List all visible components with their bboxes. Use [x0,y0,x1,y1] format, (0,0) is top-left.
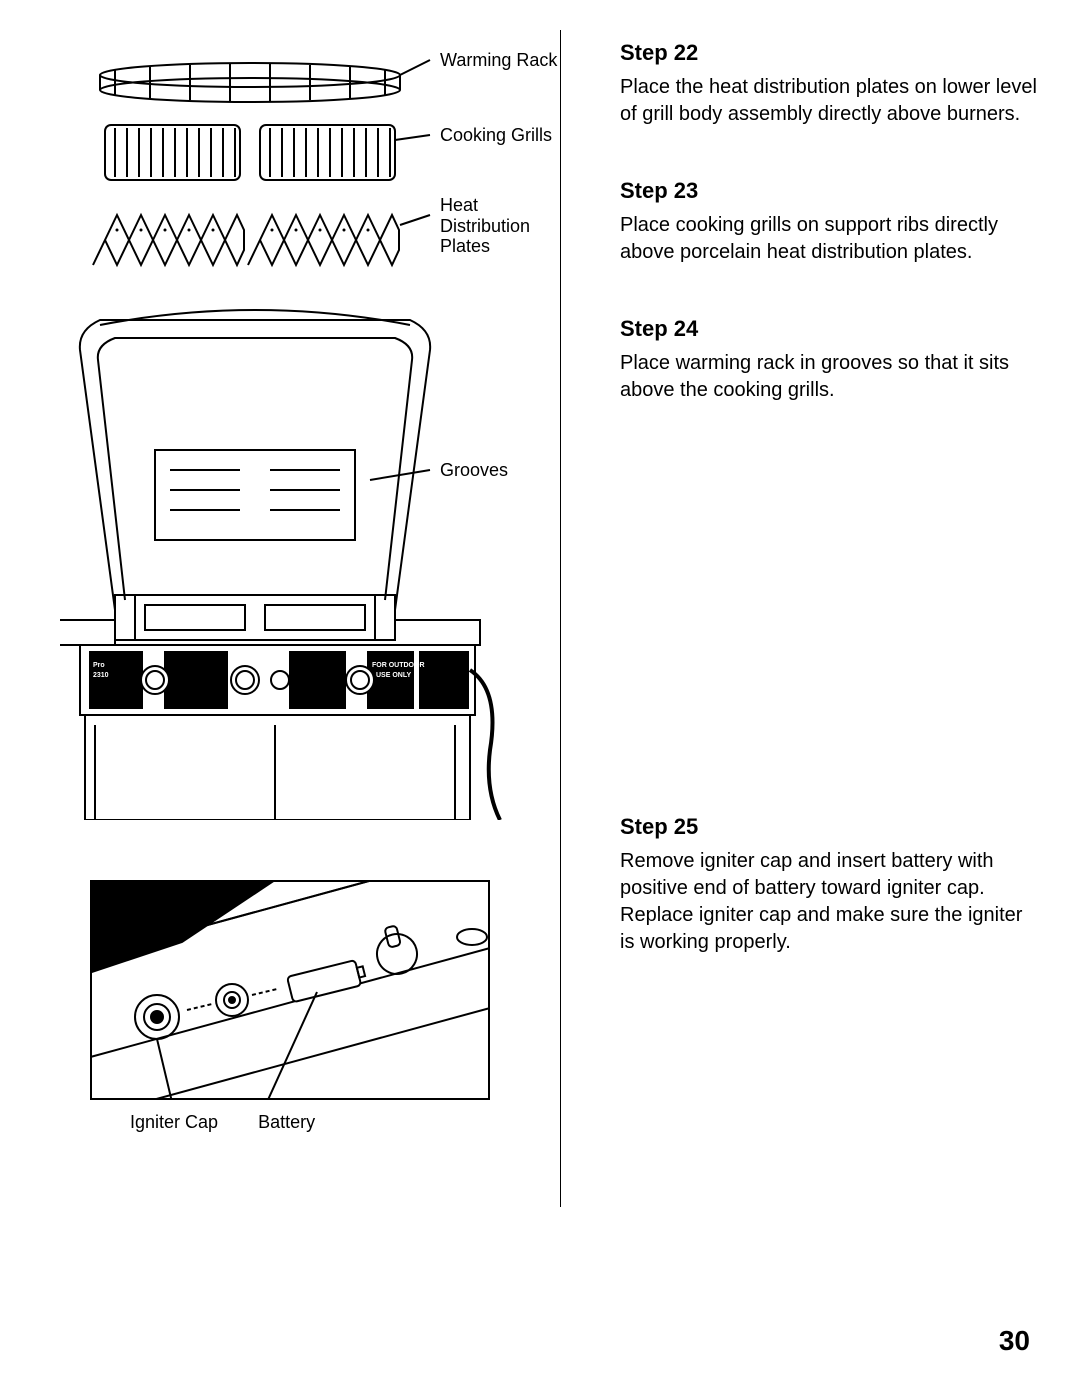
step-body: Remove igniter cap and insert battery wi… [620,848,1040,956]
grill-body-shape [60,310,500,820]
callout-text: Heat [440,195,478,215]
callout-text: Grooves [440,460,508,480]
step-title: Step 25 [620,814,1040,840]
cooking-grills-shape [105,125,395,180]
left-column: Pro 2310 FOR OUTDOOR USE ONLY Warming Ra… [60,30,540,1357]
svg-text:2310: 2310 [93,672,109,679]
callout-text: Distribution [440,216,530,236]
diagram-grill-exploded: Pro 2310 FOR OUTDOOR USE ONLY Warming Ra… [60,30,540,820]
heat-plates-shape [93,215,399,265]
label-igniter-cap: Igniter Cap [130,1112,218,1133]
svg-text:Pro: Pro [93,662,105,669]
callout-grooves: Grooves [440,460,508,481]
step-body: Place cooking grills on support ribs dir… [620,212,1040,266]
step-title: Step 22 [620,40,1040,66]
warming-rack-shape [100,63,400,102]
igniter-labels: Igniter Cap Battery [90,1112,510,1133]
igniter-frame [90,880,490,1100]
step-24: Step 24 Place warming rack in grooves so… [620,316,1040,404]
step-22: Step 22 Place the heat distribution plat… [620,40,1040,128]
step-body: Place the heat distribution plates on lo… [620,74,1040,128]
callout-text: Warming Rack [440,50,557,70]
svg-text:USE ONLY: USE ONLY [376,672,411,679]
step-title: Step 24 [620,316,1040,342]
step-title: Step 23 [620,178,1040,204]
page: Pro 2310 FOR OUTDOOR USE ONLY Warming Ra… [0,0,1080,1397]
svg-text:FOR OUTDOOR: FOR OUTDOOR [372,662,425,669]
callout-cooking-grills: Cooking Grills [440,125,552,146]
callout-text: Plates [440,236,490,256]
page-number: 30 [999,1325,1030,1357]
right-column: Step 22 Place the heat distribution plat… [620,30,1040,1357]
step-25: Step 25 Remove igniter cap and insert ba… [620,814,1040,956]
callout-warming-rack: Warming Rack [440,50,557,71]
step-body: Place warming rack in grooves so that it… [620,350,1040,404]
grill-svg: Pro 2310 FOR OUTDOOR USE ONLY [60,30,540,820]
diagram-igniter: Igniter Cap Battery [90,880,510,1133]
step-23: Step 23 Place cooking grills on support … [620,178,1040,266]
callout-text: Cooking Grills [440,125,552,145]
label-battery: Battery [258,1112,315,1133]
column-divider [560,30,561,1207]
callout-heat-plates: Heat Distribution Plates [440,195,530,257]
igniter-svg [92,882,490,1100]
